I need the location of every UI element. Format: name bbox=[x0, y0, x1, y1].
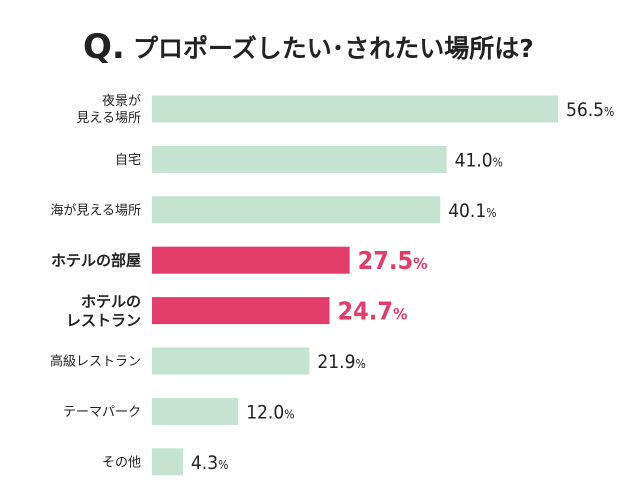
value-label-4: 24.7% bbox=[338, 297, 408, 326]
category-label-2: 海が見える場所 bbox=[50, 204, 141, 219]
value-label-3: 27.5% bbox=[358, 246, 428, 275]
value-label-7: 4.3% bbox=[191, 452, 228, 474]
category-label-1: 自宅 bbox=[115, 153, 141, 168]
value-number-1: 41.0 bbox=[455, 149, 493, 171]
value-label-5: 21.9% bbox=[317, 351, 365, 373]
value-label-6: 12.0% bbox=[246, 401, 294, 423]
value-label-0: 56.5% bbox=[566, 99, 614, 121]
value-unit-0: % bbox=[604, 105, 614, 119]
value-unit-2: % bbox=[486, 206, 496, 220]
bar-5 bbox=[152, 347, 310, 375]
category-label-6: テーマパーク bbox=[63, 405, 141, 420]
bar-2 bbox=[152, 196, 441, 224]
value-unit-6: % bbox=[284, 407, 294, 421]
value-number-4: 24.7 bbox=[338, 297, 394, 326]
value-number-0: 56.5 bbox=[566, 99, 604, 121]
bar-4 bbox=[152, 297, 330, 325]
bar-3 bbox=[152, 246, 350, 274]
value-number-6: 12.0 bbox=[246, 401, 284, 423]
value-number-7: 4.3 bbox=[191, 452, 218, 474]
question-title: プロポーズしたい･されたい場所は? bbox=[133, 34, 534, 63]
value-unit-1: % bbox=[493, 155, 503, 169]
bar-1 bbox=[152, 145, 447, 173]
category-label-0-line-0: 夜景が bbox=[102, 94, 141, 109]
value-unit-5: % bbox=[355, 357, 365, 371]
value-label-2: 40.1% bbox=[448, 200, 496, 222]
value-number-3: 27.5 bbox=[358, 246, 414, 275]
question-prefix: Q. bbox=[83, 27, 125, 67]
category-label-4-line-1: レストラン bbox=[66, 312, 141, 330]
category-label-5: 高級レストラン bbox=[50, 354, 141, 370]
category-label-3: ホテルの部屋 bbox=[51, 252, 141, 270]
category-label-0-line-1: 見える場所 bbox=[76, 111, 141, 126]
bar-6 bbox=[152, 397, 239, 425]
value-label-1: 41.0% bbox=[455, 149, 503, 171]
category-label-4-line-0: ホテルの bbox=[81, 293, 141, 311]
value-number-2: 40.1 bbox=[448, 200, 486, 222]
value-unit-3: % bbox=[413, 254, 427, 273]
bar-7 bbox=[152, 448, 183, 476]
value-unit-4: % bbox=[393, 305, 407, 324]
value-unit-7: % bbox=[218, 458, 228, 472]
value-number-5: 21.9 bbox=[317, 351, 355, 373]
category-label-7: その他 bbox=[102, 456, 141, 471]
bar-0 bbox=[152, 95, 558, 123]
